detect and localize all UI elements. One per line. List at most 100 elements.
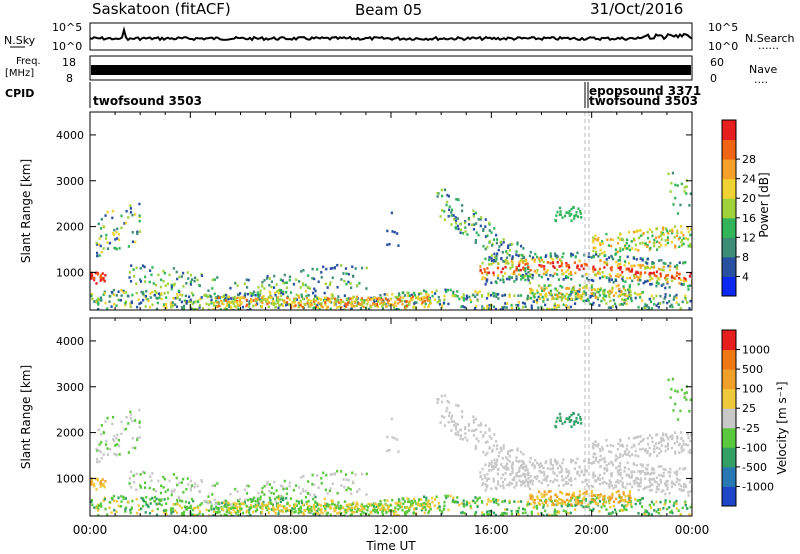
power-cell <box>292 282 296 286</box>
velocity-cell <box>576 470 579 474</box>
power-cell <box>203 293 206 297</box>
power-cell <box>313 277 316 281</box>
power-cell <box>482 228 485 231</box>
velocity-cell <box>542 506 545 509</box>
velocity-cell <box>265 503 268 507</box>
velocity-cell <box>144 486 147 489</box>
velocity-cell <box>266 483 269 486</box>
velocity-cell <box>508 483 511 487</box>
colorbar-swatch <box>722 198 736 219</box>
power-cell <box>321 305 324 309</box>
nave-legend-dots: .... <box>754 73 768 86</box>
power-cell <box>308 287 312 290</box>
power-cell <box>646 236 650 240</box>
velocity-cell <box>268 483 271 486</box>
velocity-cell <box>399 501 402 505</box>
velocity-cell <box>393 436 396 440</box>
power-cell <box>144 294 148 298</box>
power-cell <box>489 293 493 297</box>
velocity-cell <box>562 478 565 481</box>
power-cell <box>490 281 493 285</box>
velocity-cell <box>678 488 681 491</box>
power-cell <box>637 229 640 233</box>
power-cell <box>522 259 526 263</box>
power-cell <box>458 297 461 301</box>
velocity-cell <box>538 490 541 494</box>
velocity-cell <box>532 506 535 509</box>
velocity-cell <box>95 488 98 491</box>
power-cell <box>382 299 385 303</box>
power-cell <box>138 214 141 217</box>
power-cell <box>215 305 219 309</box>
power-cell <box>570 254 573 258</box>
velocity-cell <box>155 513 159 516</box>
power-cell <box>293 297 296 301</box>
velocity-cell <box>381 510 384 514</box>
velocity-cell <box>347 507 350 511</box>
velocity-cell <box>312 512 315 516</box>
power-cell <box>386 243 389 247</box>
velocity-cell <box>507 450 510 454</box>
velocity-cell <box>117 496 120 500</box>
power-cell <box>620 290 623 293</box>
velocity-cell <box>539 462 542 465</box>
velocity-cell <box>595 496 598 500</box>
power-cell <box>527 270 530 274</box>
velocity-cell <box>495 460 498 464</box>
velocity-cell <box>190 497 194 501</box>
velocity-cell <box>664 445 667 448</box>
power-cell <box>505 256 509 260</box>
velocity-cell <box>530 512 533 516</box>
power-cell <box>450 214 453 217</box>
velocity-cell <box>108 506 111 509</box>
velocity-cell <box>641 447 644 451</box>
velocity-cell <box>314 511 318 515</box>
power-cell <box>635 275 638 278</box>
power-cell <box>187 295 191 299</box>
colorbar-swatch <box>722 276 736 297</box>
power-cell <box>623 264 626 267</box>
velocity-cell <box>300 476 303 479</box>
power-cell <box>163 303 166 306</box>
velocity-cell <box>434 498 437 501</box>
velocity-cell <box>619 461 622 465</box>
power-cell <box>632 257 636 260</box>
velocity-cell <box>520 480 523 484</box>
power-cell <box>610 268 613 272</box>
velocity-cell <box>254 503 257 507</box>
power-cell <box>267 301 270 304</box>
velocity-cell <box>261 504 264 508</box>
power-cell <box>310 302 313 305</box>
velocity-cell <box>249 506 252 510</box>
power-cell <box>670 279 674 283</box>
power-cell <box>571 290 574 293</box>
velocity-cell <box>621 504 624 507</box>
velocity-cell <box>352 480 355 484</box>
velocity-cell <box>573 508 577 511</box>
power-cell <box>427 299 430 302</box>
power-cell <box>193 279 196 283</box>
velocity-cell <box>549 458 552 461</box>
power-cell <box>692 279 694 282</box>
velocity-cell <box>378 503 382 507</box>
velocity-cell <box>328 506 332 510</box>
power-cell <box>108 241 112 245</box>
velocity-cell <box>575 503 578 507</box>
velocity-cell <box>561 422 564 425</box>
velocity-cell <box>472 499 475 503</box>
power-cell <box>674 277 677 281</box>
power-cell <box>536 291 539 294</box>
power-cell <box>598 276 602 280</box>
velocity-cell <box>664 468 667 472</box>
power-cell <box>98 254 101 257</box>
power-cell <box>152 282 155 285</box>
power-cell <box>649 283 652 286</box>
power-cell <box>666 277 669 281</box>
power-cell <box>551 258 554 261</box>
velocity-cell <box>635 476 638 480</box>
velocity-cell <box>538 469 541 473</box>
velocity-cell <box>494 465 497 469</box>
power-cell <box>255 302 259 306</box>
power-cell <box>609 274 612 278</box>
power-cell <box>456 224 459 228</box>
